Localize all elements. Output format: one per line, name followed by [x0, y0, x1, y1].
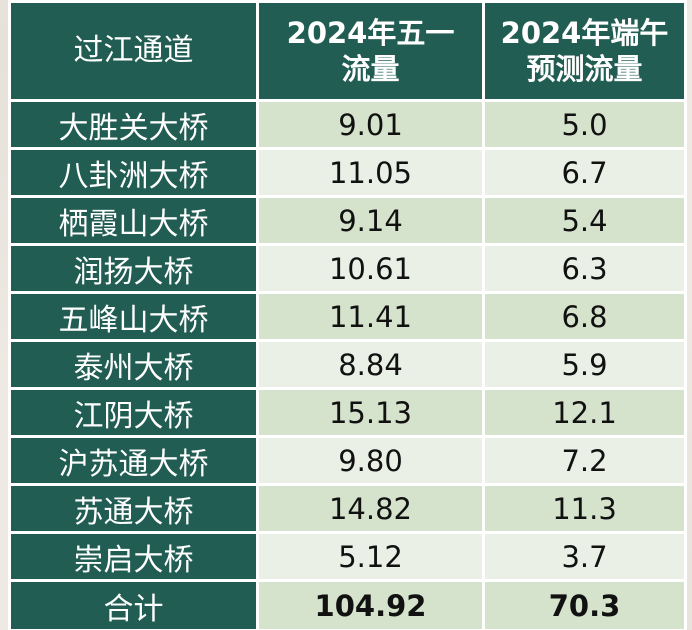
table-row: 江阴大桥 15.13 12.1	[8, 387, 687, 438]
dragon-boat-forecast-value: 11.3	[482, 483, 687, 534]
bridge-name: 润扬大桥	[8, 243, 259, 294]
header-dragon-boat-line2: 预测流量	[526, 52, 643, 86]
dragon-boat-forecast-value: 3.7	[482, 531, 687, 582]
header-crossing: 过江通道	[8, 0, 259, 102]
traffic-flow-table: 过江通道 2024年五一 流量 2024年端午 预测流量 大胜关大桥 9.01 …	[8, 0, 687, 630]
table-row: 大胜关大桥 9.01 5.0	[8, 99, 687, 150]
header-may-day-flow: 2024年五一 流量	[256, 0, 485, 102]
table-row: 八卦洲大桥 11.05 6.7	[8, 147, 687, 198]
dragon-boat-forecast-value: 6.3	[482, 243, 687, 294]
dragon-boat-forecast-value: 12.1	[482, 387, 687, 438]
may-day-flow-value: 8.84	[256, 339, 485, 390]
total-may-day-flow: 104.92	[256, 579, 485, 630]
table-row: 泰州大桥 8.84 5.9	[8, 339, 687, 390]
may-day-flow-value: 11.41	[256, 291, 485, 342]
may-day-flow-value: 11.05	[256, 147, 485, 198]
header-may-day-line2: 流量	[341, 52, 400, 86]
bridge-name: 五峰山大桥	[8, 291, 259, 342]
may-day-flow-value: 14.82	[256, 483, 485, 534]
bridge-name: 江阴大桥	[8, 387, 259, 438]
may-day-flow-value: 9.01	[256, 99, 485, 150]
bridge-name: 栖霞山大桥	[8, 195, 259, 246]
may-day-flow-value: 5.12	[256, 531, 485, 582]
bridge-name: 泰州大桥	[8, 339, 259, 390]
dragon-boat-forecast-value: 6.7	[482, 147, 687, 198]
table-header-row: 过江通道 2024年五一 流量 2024年端午 预测流量	[8, 0, 687, 102]
header-may-day-line1: 2024年五一	[286, 16, 455, 50]
table-row: 沪苏通大桥 9.80 7.2	[8, 435, 687, 486]
bridge-name: 沪苏通大桥	[8, 435, 259, 486]
table-row: 五峰山大桥 11.41 6.8	[8, 291, 687, 342]
bridge-name: 苏通大桥	[8, 483, 259, 534]
bridge-name: 崇启大桥	[8, 531, 259, 582]
table-row: 崇启大桥 5.12 3.7	[8, 531, 687, 582]
may-day-flow-value: 10.61	[256, 243, 485, 294]
total-label: 合计	[8, 579, 259, 630]
table-total-row: 合计 104.92 70.3	[8, 579, 687, 630]
table-row: 栖霞山大桥 9.14 5.4	[8, 195, 687, 246]
may-day-flow-value: 9.14	[256, 195, 485, 246]
bridge-name: 大胜关大桥	[8, 99, 259, 150]
dragon-boat-forecast-value: 5.0	[482, 99, 687, 150]
total-dragon-boat-forecast: 70.3	[482, 579, 687, 630]
dragon-boat-forecast-value: 7.2	[482, 435, 687, 486]
table-row: 润扬大桥 10.61 6.3	[8, 243, 687, 294]
may-day-flow-value: 15.13	[256, 387, 485, 438]
dragon-boat-forecast-value: 6.8	[482, 291, 687, 342]
dragon-boat-forecast-value: 5.9	[482, 339, 687, 390]
bridge-name: 八卦洲大桥	[8, 147, 259, 198]
header-dragon-boat-line1: 2024年端午	[500, 16, 669, 50]
header-dragon-boat-forecast: 2024年端午 预测流量	[482, 0, 687, 102]
dragon-boat-forecast-value: 5.4	[482, 195, 687, 246]
table-row: 苏通大桥 14.82 11.3	[8, 483, 687, 534]
may-day-flow-value: 9.80	[256, 435, 485, 486]
